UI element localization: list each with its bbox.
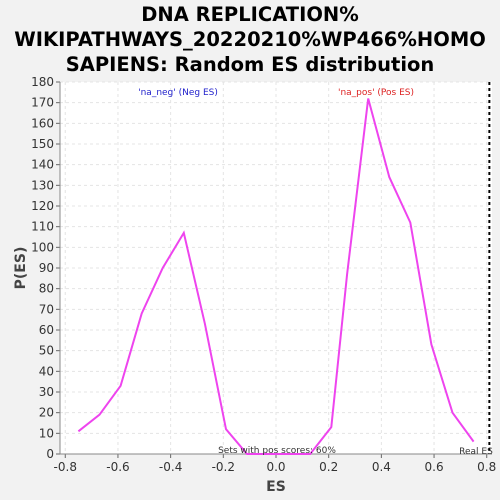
es-distribution-line [77, 98, 475, 455]
y-tick-label: 170 [31, 96, 54, 110]
y-tick-label: 30 [39, 385, 54, 399]
y-tick-label: 120 [31, 199, 54, 213]
x-tick-label: 0.4 [372, 460, 391, 474]
neg-es-label: 'na_neg' (Neg ES) [138, 88, 218, 98]
x-tick-label: -0.8 [54, 460, 77, 474]
y-tick-label: 0 [46, 447, 54, 461]
y-tick-label: 150 [31, 137, 54, 151]
x-tick-label: 0.6 [425, 460, 444, 474]
y-tick-label: 130 [31, 178, 54, 192]
x-tick-label: -0.6 [106, 460, 129, 474]
y-tick-label: 50 [39, 344, 54, 358]
y-tick-label: 160 [31, 116, 54, 130]
pos-scores-label: Sets with pos scores: 60% [218, 446, 336, 456]
y-tick-label: 20 [39, 406, 54, 420]
x-axis-title: ES [266, 479, 286, 495]
grid-lines [60, 81, 492, 455]
x-tick-label: 0.2 [319, 460, 338, 474]
y-tick-label: 180 [31, 75, 54, 89]
y-tick-label: 100 [31, 240, 54, 254]
y-tick-label: 80 [39, 282, 54, 296]
x-tick-label: -0.2 [212, 460, 235, 474]
chart-title-line-1: DNA REPLICATION% [141, 3, 359, 26]
y-tick-label: 70 [39, 302, 54, 316]
y-tick-label: 60 [39, 323, 54, 337]
y-tick-label: 90 [39, 261, 54, 275]
x-tick-label: 0.0 [266, 460, 285, 474]
y-tick-label: 140 [31, 158, 54, 172]
y-tick-label: 40 [39, 364, 54, 378]
chart-title-line-3: SAPIENS: Random ES distribution [65, 53, 435, 76]
x-tick-label: -0.4 [159, 460, 182, 474]
real-es-label: Real ES [459, 447, 493, 457]
y-axis-title: P(ES) [13, 247, 29, 290]
chart-title-line-2: WIKIPATHWAYS_20220210%WP466%HOMO [14, 28, 486, 51]
y-tick-label: 10 [39, 426, 54, 440]
y-tick-label: 110 [31, 220, 54, 234]
x-tick-label: 0.8 [477, 460, 496, 474]
tick-labels: 0 10 20 30 40 50 60 70 80 90 100 110 120 130 140 150 160… [31, 75, 496, 474]
pos-es-label: 'na_pos' (Pos ES) [338, 88, 414, 98]
chart-title: DNA REPLICATION% WIKIPATHWAYS_20220210%W… [0, 2, 500, 77]
